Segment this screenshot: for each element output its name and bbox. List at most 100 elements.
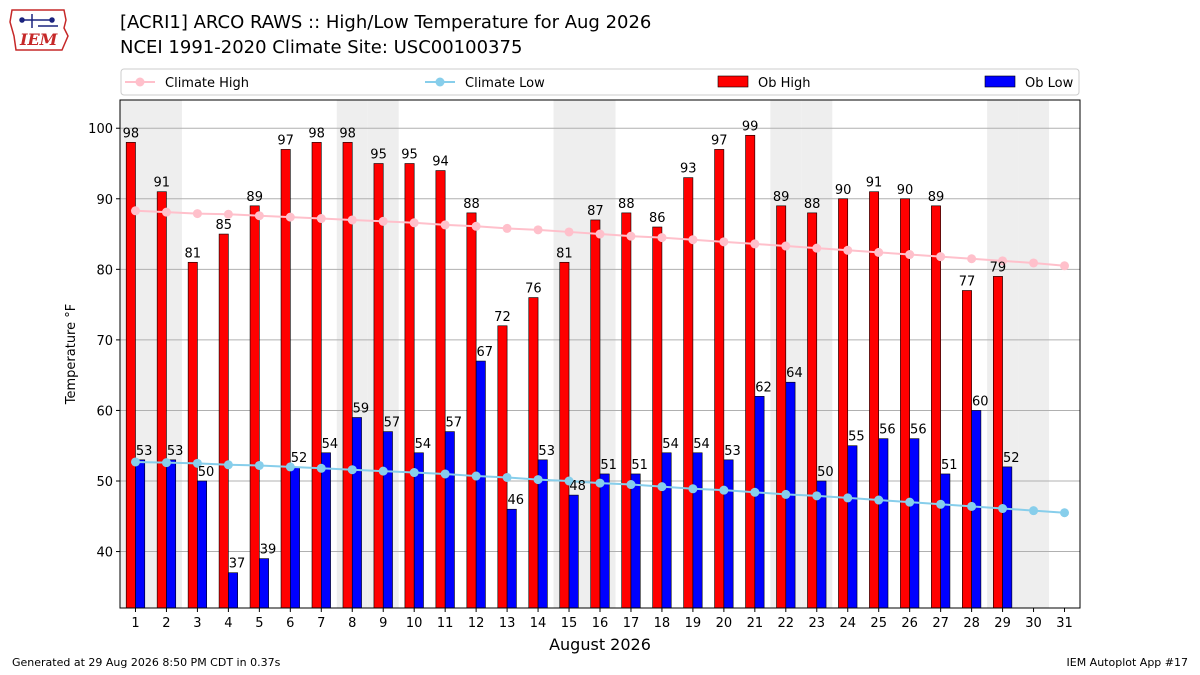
legend-label: Climate Low bbox=[465, 76, 545, 91]
ob-high-bar bbox=[497, 325, 508, 609]
ob-low-bar bbox=[692, 452, 703, 609]
ob-low-bar bbox=[382, 431, 393, 609]
climate-low-point bbox=[1029, 506, 1039, 516]
x-tick-label: 3 bbox=[193, 616, 201, 631]
climate-low-point bbox=[192, 458, 202, 468]
weekend-band bbox=[1018, 100, 1050, 608]
climate-high-point bbox=[316, 214, 326, 224]
climate-high-point bbox=[812, 243, 822, 253]
climate-high-point bbox=[502, 223, 512, 233]
x-tick-label: 13 bbox=[499, 616, 516, 631]
ob-low-label: 53 bbox=[167, 444, 184, 459]
ob-high-label: 88 bbox=[804, 197, 821, 212]
ob-high-label: 81 bbox=[556, 246, 573, 261]
y-tick-label: 70 bbox=[96, 334, 113, 349]
climate-low-point bbox=[967, 501, 977, 511]
ob-high-label: 86 bbox=[649, 211, 666, 226]
climate-low-point bbox=[471, 471, 481, 481]
ob-low-label: 46 bbox=[507, 493, 524, 508]
ob-high-label: 91 bbox=[154, 176, 171, 191]
climate-high-point bbox=[781, 241, 791, 251]
legend: Climate High Climate Low Ob High Ob Low bbox=[120, 68, 1080, 96]
x-tick-label: 27 bbox=[932, 616, 949, 631]
x-tick-label: 8 bbox=[348, 616, 356, 631]
climate-high-point bbox=[440, 220, 450, 230]
ob-low-bar bbox=[723, 459, 734, 609]
ob-low-label: 60 bbox=[972, 394, 989, 409]
x-tick-label: 19 bbox=[685, 616, 702, 631]
ob-high-label: 88 bbox=[463, 197, 480, 212]
generated-timestamp: Generated at 29 Aug 2026 8:50 PM CDT in … bbox=[12, 656, 281, 669]
x-tick-label: 29 bbox=[994, 616, 1011, 631]
climate-high-point bbox=[161, 207, 171, 217]
climate-low-point bbox=[564, 476, 574, 486]
climate-high-point bbox=[130, 206, 140, 216]
weather-station-icon bbox=[19, 14, 58, 28]
climate-low-point bbox=[843, 493, 853, 503]
ob-high-label: 98 bbox=[308, 126, 325, 141]
ob-high-label: 72 bbox=[494, 310, 511, 325]
x-tick-label: 12 bbox=[468, 616, 485, 631]
ob-high-label: 99 bbox=[742, 119, 759, 134]
y-tick-label: 40 bbox=[96, 546, 113, 561]
x-tick-label: 16 bbox=[592, 616, 609, 631]
x-tick-label: 15 bbox=[561, 616, 578, 631]
bars bbox=[125, 134, 1013, 609]
ob-low-label: 37 bbox=[229, 557, 246, 572]
ob-low-label: 64 bbox=[786, 366, 803, 381]
climate-low-point bbox=[1060, 508, 1070, 518]
ob-low-bar bbox=[630, 473, 641, 609]
ob-high-label: 77 bbox=[959, 275, 976, 290]
ob-low-label: 52 bbox=[291, 451, 308, 466]
ob-low-bar bbox=[444, 431, 455, 609]
ob-high-bar bbox=[435, 170, 446, 609]
climate-low-point bbox=[502, 472, 512, 482]
x-tick-label: 20 bbox=[716, 616, 733, 631]
ob-low-bar bbox=[475, 360, 486, 609]
climate-high-point bbox=[626, 231, 636, 241]
ob-low-label: 67 bbox=[477, 345, 494, 360]
climate-low-point bbox=[688, 484, 698, 494]
climate-low-point bbox=[719, 485, 729, 495]
climate-low-point bbox=[316, 463, 326, 473]
data-labels: 98 91 81 85 89 97 98 98 95 95 94 88 72 76 81 87 88 86 93 97… bbox=[123, 119, 1020, 571]
ob-low-label: 48 bbox=[569, 479, 586, 494]
climate-high-point bbox=[967, 254, 977, 264]
ob-low-label: 59 bbox=[353, 402, 370, 417]
iowa-state-outline bbox=[9, 9, 69, 51]
ob-low-bar bbox=[568, 494, 579, 609]
climate-low-point bbox=[254, 460, 264, 470]
ob-high-bar bbox=[992, 276, 1003, 609]
y-tick-label: 90 bbox=[96, 193, 113, 208]
ob-high-label: 98 bbox=[123, 126, 140, 141]
ob-high-bar bbox=[838, 198, 849, 609]
ob-high-bar bbox=[652, 226, 663, 609]
climate-low-point bbox=[998, 504, 1008, 514]
ob-high-label: 76 bbox=[525, 282, 542, 297]
climate-low-point bbox=[905, 497, 915, 507]
climate-high-point bbox=[750, 239, 760, 249]
ob-low-bar bbox=[166, 459, 177, 609]
ob-high-bar bbox=[373, 163, 384, 609]
y-tick-label: 80 bbox=[96, 263, 113, 278]
climate-high-point bbox=[378, 216, 388, 226]
y-tick-label: 100 bbox=[88, 122, 113, 137]
ob-high-bar bbox=[187, 261, 198, 609]
climate-high-point bbox=[533, 225, 543, 235]
ob-low-bar bbox=[878, 438, 889, 609]
ob-low-label: 53 bbox=[136, 444, 153, 459]
legend-swatch-marker bbox=[135, 77, 145, 87]
ob-high-bar bbox=[218, 233, 229, 609]
x-tick-label: 14 bbox=[530, 616, 547, 631]
climate-high-point bbox=[192, 209, 202, 219]
climate-high-point bbox=[905, 250, 915, 260]
ob-high-bar bbox=[962, 290, 972, 609]
ob-low-label: 56 bbox=[910, 423, 927, 438]
ob-high-label: 97 bbox=[277, 133, 294, 148]
ob-low-bar bbox=[909, 438, 920, 609]
legend-swatch-bar bbox=[717, 75, 749, 88]
ob-high-bar bbox=[249, 205, 260, 609]
ob-high-label: 87 bbox=[587, 204, 604, 219]
